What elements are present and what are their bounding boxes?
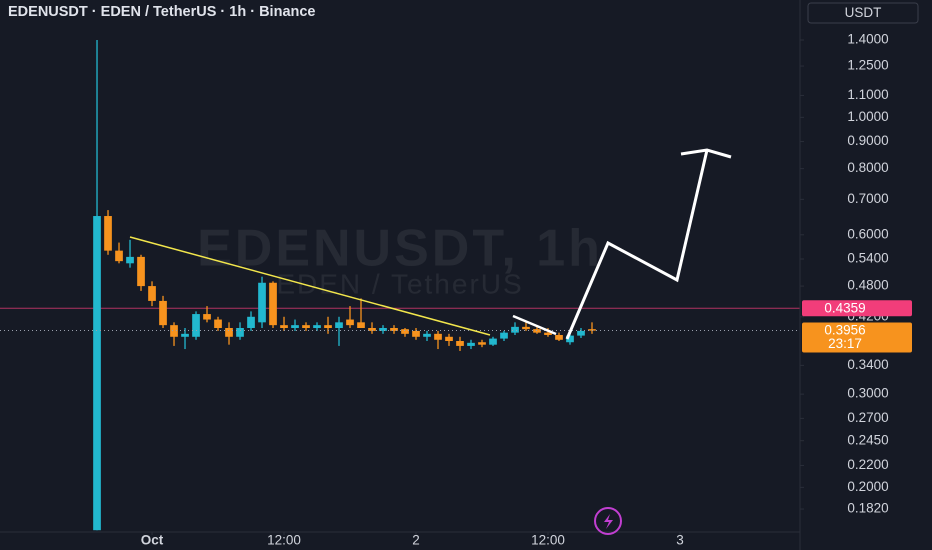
- candle-body: [324, 325, 332, 329]
- plot-area: [0, 39, 800, 531]
- candle-body: [181, 333, 189, 337]
- candle-body: [126, 256, 134, 264]
- watermark-subtitle: EDEN / TetherUS: [276, 268, 523, 299]
- candle-body: [577, 330, 585, 336]
- x-tick-label: 12:00: [267, 533, 301, 548]
- candle-body: [335, 322, 343, 329]
- candle-body: [203, 314, 211, 320]
- candle-body: [346, 319, 354, 326]
- y-tick-label: 0.1820: [847, 501, 888, 516]
- y-tick-label: 0.2700: [847, 410, 888, 425]
- candle-body: [236, 328, 244, 337]
- candle-body: [467, 342, 475, 346]
- candle-body: [555, 335, 563, 340]
- candle-body: [544, 332, 552, 336]
- chart-title: EDENUSDT · EDEN / TetherUS · 1h · Binanc…: [8, 4, 316, 20]
- candle-body: [159, 300, 167, 326]
- y-tick-label: 0.6000: [847, 226, 888, 241]
- candle-body: [137, 256, 145, 287]
- candle-body: [93, 216, 101, 531]
- y-tick-label: 0.2450: [847, 432, 888, 447]
- candle-body: [456, 341, 464, 346]
- candle-body: [489, 338, 497, 345]
- event-icon[interactable]: [594, 507, 622, 535]
- x-tick-label: 3: [676, 533, 684, 548]
- y-tick-label: 1.4000: [847, 32, 888, 47]
- candle-body: [390, 328, 398, 331]
- candle-body: [148, 286, 156, 301]
- candle-body: [247, 316, 255, 329]
- candle-body: [258, 282, 266, 323]
- candle-body: [269, 282, 277, 326]
- watermark: EDENUSDT, 1h: [197, 220, 603, 278]
- y-tick-label: 0.4800: [847, 278, 888, 293]
- candle-body: [588, 329, 596, 331]
- y-tick-label: 0.9000: [847, 133, 888, 148]
- candle-body: [478, 342, 486, 345]
- y-tick-label: 1.1000: [847, 87, 888, 102]
- candle-body: [302, 325, 310, 329]
- y-tick-label: 0.7000: [847, 191, 888, 206]
- y-tick-label: 0.2000: [847, 479, 888, 494]
- y-tick-label: 0.5400: [847, 251, 888, 266]
- x-tick-label: Oct: [141, 533, 164, 548]
- candle-body: [445, 336, 453, 342]
- candle-body: [357, 322, 365, 329]
- y-tick-label: 0.8000: [847, 160, 888, 175]
- x-tick-label: 12:00: [531, 533, 565, 548]
- candle-body: [214, 319, 222, 329]
- candle-body: [511, 326, 519, 333]
- projection-line: [512, 314, 557, 336]
- y-tick-label: 0.3400: [847, 357, 888, 372]
- projection-arrow: [565, 148, 732, 340]
- y-tick-label: 1.0000: [847, 109, 888, 124]
- trend-line: [129, 236, 491, 336]
- candle-body: [115, 250, 123, 262]
- candle-body: [412, 330, 420, 337]
- last-price-label: 0.3956: [824, 323, 865, 338]
- currency-button[interactable]: [807, 2, 919, 24]
- y-tick-label: 0.2200: [847, 457, 888, 472]
- y-tick-label: 0.3000: [847, 386, 888, 401]
- candle-body: [170, 325, 178, 337]
- alert-price-tag: [802, 300, 912, 317]
- candle-body: [522, 326, 530, 330]
- candle-body: [192, 314, 200, 337]
- x-tick-label: 2: [412, 533, 420, 548]
- candle-body: [566, 335, 574, 343]
- event-icon-bolt: [604, 514, 613, 529]
- alert-price-label: 0.4359: [824, 300, 865, 315]
- currency-label[interactable]: USDT: [845, 5, 882, 20]
- candle-body: [401, 329, 409, 334]
- candle-body: [313, 325, 321, 329]
- last-price-tag: [802, 322, 912, 353]
- candle-body: [225, 328, 233, 337]
- candle-body: [500, 332, 508, 339]
- candle-body: [291, 325, 299, 329]
- candle-body: [368, 328, 376, 331]
- candle-body: [379, 328, 387, 331]
- countdown: 23:17: [828, 336, 862, 351]
- y-tick-label: 1.2500: [847, 58, 888, 73]
- candle-body: [434, 333, 442, 340]
- candle-body: [280, 325, 288, 329]
- candle-body: [423, 333, 431, 337]
- candle-body: [104, 216, 112, 251]
